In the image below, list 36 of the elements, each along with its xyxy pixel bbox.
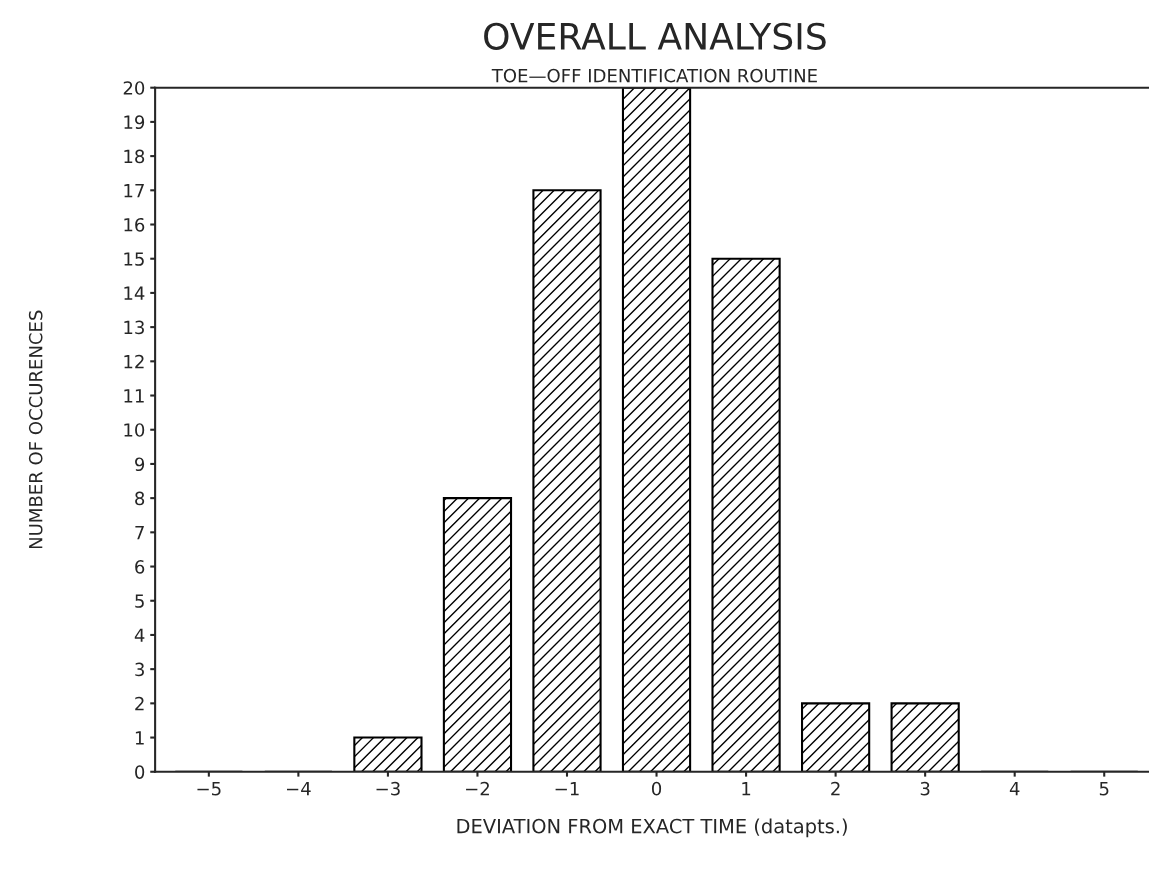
- y-tick-label: 10: [124, 423, 145, 437]
- x-tick-label: −5: [197, 782, 221, 796]
- x-axis-title: DEVIATION FROM EXACT TIME (datapts.): [457, 818, 847, 838]
- y-tick-label: 20: [123, 81, 145, 95]
- y-tick-label: 7: [135, 526, 144, 540]
- x-tick-label: 1: [742, 782, 751, 796]
- x-tick-label: 5: [1099, 782, 1109, 796]
- chart-subtitle: TOE—OFF IDENTIFICATION ROUTINE: [491, 68, 817, 83]
- chart-title: OVERALL ANALYSIS: [484, 22, 826, 50]
- x-tick-label: 3: [920, 781, 930, 796]
- y-tick-label: 9: [135, 457, 145, 472]
- x-tick-label: 0: [651, 781, 662, 796]
- y-tick-label: 12: [124, 354, 144, 369]
- y-tick-label: 2: [135, 696, 144, 711]
- x-tick-label: −1: [555, 782, 579, 796]
- y-tick-label: 14: [124, 286, 145, 300]
- x-tick-label: 4: [1009, 782, 1020, 796]
- y-tick-label: 6: [135, 560, 145, 574]
- x-tick-label: 2: [831, 781, 840, 796]
- y-tick-label: 13: [124, 320, 144, 335]
- x-tick-label: −4: [286, 782, 311, 796]
- y-tick-label: 15: [124, 252, 144, 266]
- y-tick-label: 1: [135, 731, 144, 745]
- y-tick-label: 11: [124, 389, 144, 403]
- y-tick-label: 0: [135, 765, 145, 779]
- y-tick-label: 8: [135, 491, 145, 506]
- y-tick-label: 3: [135, 662, 144, 677]
- y-tick-label: 4: [134, 628, 145, 642]
- y-tick-label: 16: [124, 217, 145, 232]
- y-tick-label: 18: [124, 149, 145, 164]
- y-tick-label: 17: [124, 184, 144, 198]
- x-tick-label: −3: [376, 781, 400, 796]
- y-tick-label: 5: [135, 594, 144, 608]
- y-axis-title: NUMBER OF OCCURENCES: [28, 310, 43, 549]
- x-tick-label: −2: [466, 781, 489, 796]
- y-tick-label: 19: [124, 115, 145, 130]
